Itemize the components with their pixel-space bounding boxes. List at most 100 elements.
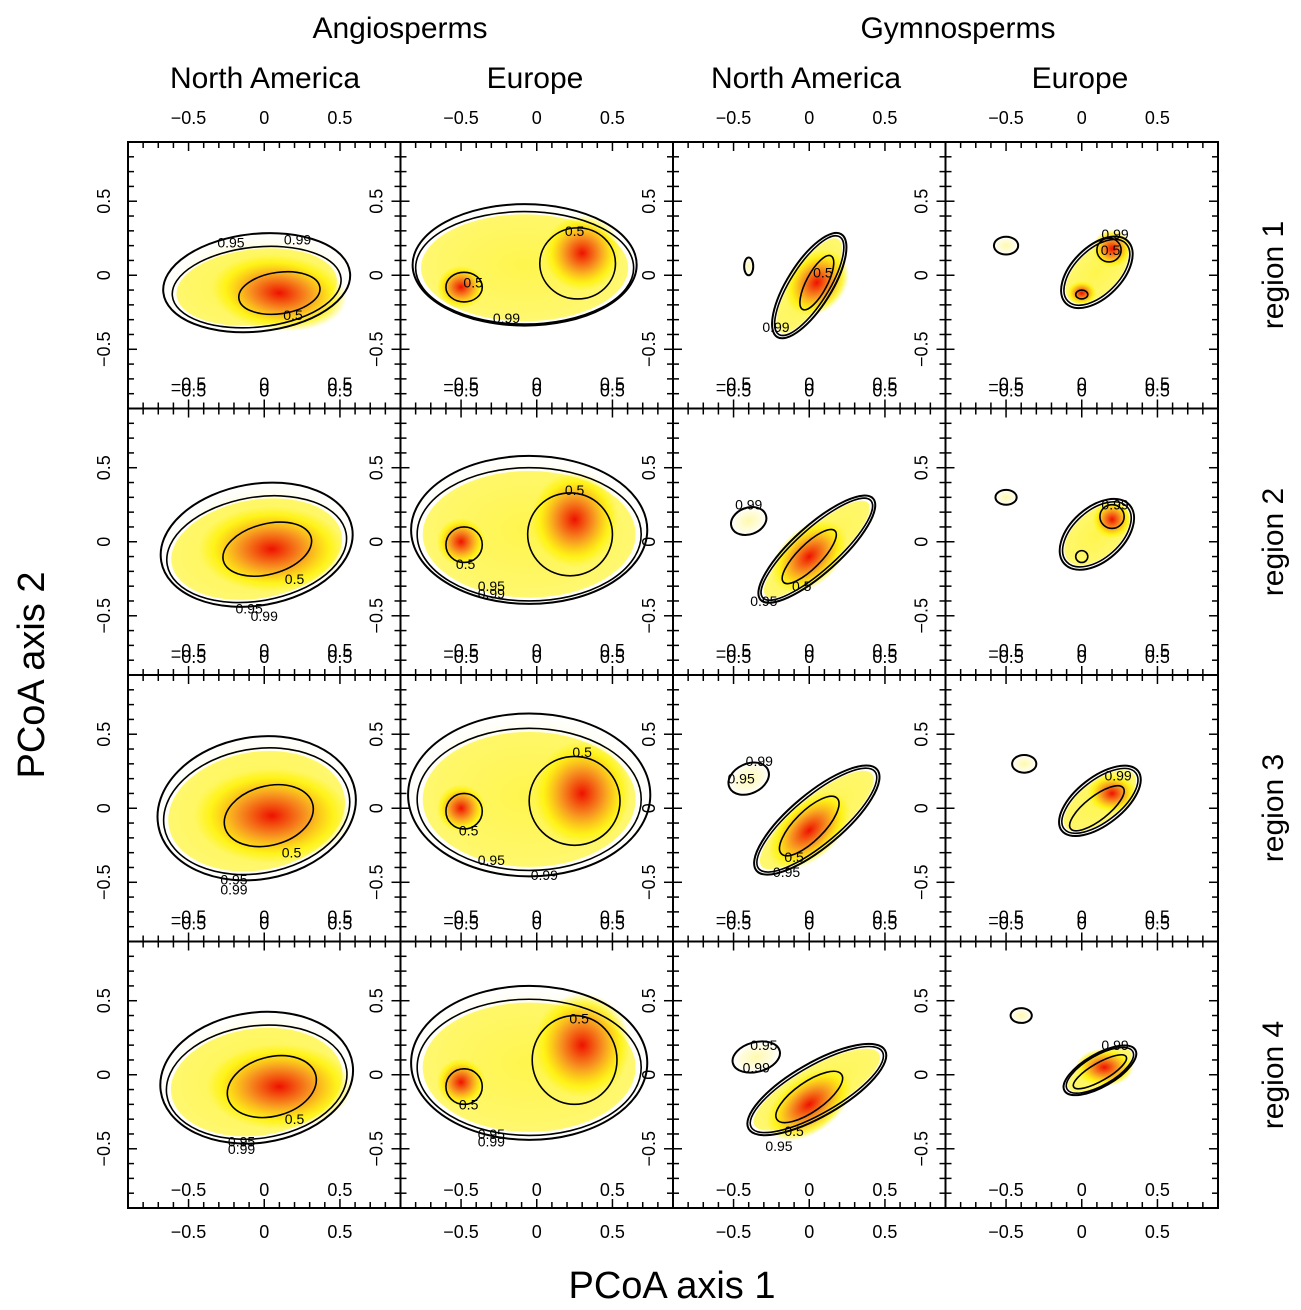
panel-r1-c3: 0.50.99−0.5−0.5−0.50000.50.50.5 <box>639 108 946 409</box>
contour-label: 0.5 <box>813 264 833 280</box>
contour-label: 0.99 <box>746 753 773 769</box>
panel-r4-c4: 0.99−0.5−0.5−0.50000.50.50.5−0.5 0 0.5 <box>912 908 1219 1243</box>
x-tick-label-top: −0.5 <box>443 108 479 128</box>
contour-label: 0.99 <box>478 1133 505 1149</box>
x-tick-label-top: −0.5 <box>716 108 752 128</box>
column-label-4: Europe <box>1032 62 1129 95</box>
contour-label: 0.95 <box>765 1138 792 1154</box>
contour-label: 0.99 <box>1101 497 1128 513</box>
x-tick-label-inner: 0 <box>1077 1180 1087 1200</box>
x-tick-label-top: 0.5 <box>600 641 625 661</box>
y-tick-label: 0 <box>367 270 387 280</box>
x-tick-label-top: 0 <box>532 375 542 395</box>
contour-label: 0.5 <box>285 1111 305 1127</box>
x-tick-label-top: 0.5 <box>327 108 352 128</box>
y-tick-label: −0.5 <box>912 598 932 634</box>
x-tick-label-top: 0 <box>804 375 814 395</box>
column-label-1: North America <box>170 62 360 95</box>
density-core <box>199 507 344 592</box>
y-tick-label: 0.5 <box>639 722 659 747</box>
x-tick-label-top: −0.5 <box>171 641 207 661</box>
y-tick-label: 0.5 <box>639 189 659 214</box>
contour-label: 0.5 <box>565 482 585 498</box>
row-label-1: region 1 <box>1257 221 1290 329</box>
x-tick-label-bottom: 0 <box>259 1222 269 1242</box>
y-tick-label: 0.5 <box>912 988 932 1013</box>
contour-label: 0.5 <box>784 849 804 865</box>
x-tick-label-top: 0.5 <box>600 375 625 395</box>
x-tick-label-top: −0.5 <box>443 375 479 395</box>
density-core <box>534 993 631 1097</box>
y-tick-label: −0.5 <box>639 332 659 368</box>
x-tick-label-top: −0.5 <box>171 108 207 128</box>
y-tick-label: 0.5 <box>912 455 932 480</box>
x-tick-label-inner: 0 <box>804 1180 814 1200</box>
x-tick-label-top: 0 <box>1077 908 1087 928</box>
y-tick-label: 0 <box>94 270 114 280</box>
x-tick-label-bottom: 0.5 <box>1145 1222 1170 1242</box>
y-tick-label: −0.5 <box>912 332 932 368</box>
row-label-3: region 3 <box>1257 754 1290 862</box>
contour-label: 0.95 <box>478 852 505 868</box>
x-tick-label-top: −0.5 <box>443 641 479 661</box>
contour-label: 0.99 <box>743 1059 770 1075</box>
x-tick-label-bottom: 0.5 <box>872 1222 897 1242</box>
y-tick-label: 0.5 <box>912 189 932 214</box>
x-tick-label-top: −0.5 <box>716 375 752 395</box>
contour-label: 0.99 <box>284 232 311 248</box>
contour-label: 0.99 <box>735 497 762 513</box>
contour-label: 0.5 <box>459 1096 479 1112</box>
y-tick-label: 0.5 <box>94 455 114 480</box>
contour-label: 0.99 <box>1101 226 1128 242</box>
panel-r4-c3: 0.950.990.50.95−0.5−0.5−0.50000.50.50.5−… <box>639 908 946 1243</box>
contour-label: 0.5 <box>792 578 812 594</box>
x-tick-label-bottom: −0.5 <box>988 1222 1024 1242</box>
x-axis-title: PCoA axis 1 <box>569 1265 776 1307</box>
x-tick-label-top: 0 <box>1077 108 1087 128</box>
x-tick-label-top: 0 <box>259 108 269 128</box>
y-tick-label: 0 <box>639 1070 659 1080</box>
x-tick-label-inner: −0.5 <box>716 1180 752 1200</box>
column-label-3: North America <box>711 62 901 95</box>
y-tick-label: 0 <box>912 803 932 813</box>
row-label-2: region 2 <box>1257 488 1290 596</box>
panel-grid: 0.95 0.99 0.5 −0.5 −0.5 −0.5 0 0 0 0.5 0.5 0.5 0.5 0.… <box>94 108 1218 1242</box>
contour-label: 0.99 <box>1101 1037 1128 1053</box>
x-tick-label-bottom: 0 <box>1077 1222 1087 1242</box>
y-tick-label: 0.5 <box>367 189 387 214</box>
x-tick-label-top: 0.5 <box>1145 908 1170 928</box>
panel-r3-c2: 0.50.50.950.99−0.5−0.5−0.50000.50.50.5 <box>367 641 674 942</box>
y-tick-label: 0.5 <box>367 455 387 480</box>
x-tick-label-inner: −0.5 <box>443 1180 479 1200</box>
x-tick-label-top: 0.5 <box>1145 641 1170 661</box>
y-tick-label: 0 <box>94 803 114 813</box>
row-label-4: region 4 <box>1257 1021 1290 1129</box>
x-tick-label-inner: 0.5 <box>327 1180 352 1200</box>
y-tick-label: 0.5 <box>94 189 114 214</box>
group-label-gymnosperms: Gymnosperms <box>860 12 1055 45</box>
y-tick-label: −0.5 <box>912 865 932 901</box>
x-tick-label-inner: 0.5 <box>872 1180 897 1200</box>
y-tick-label: 0 <box>912 270 932 280</box>
contour-label: 0.95 <box>217 235 244 251</box>
x-tick-label-inner: −0.5 <box>988 1180 1024 1200</box>
y-tick-label: −0.5 <box>639 598 659 634</box>
y-tick-label: −0.5 <box>367 865 387 901</box>
y-tick-label: 0 <box>639 270 659 280</box>
y-tick-label: 0.5 <box>639 455 659 480</box>
x-tick-label-top: 0.5 <box>600 108 625 128</box>
x-tick-label-top: 0.5 <box>872 908 897 928</box>
y-tick-label: 0.5 <box>94 988 114 1013</box>
contour-label: 0.5 <box>463 275 483 291</box>
contour-label: 0.5 <box>572 744 592 760</box>
x-tick-label-inner: −0.5 <box>171 1180 207 1200</box>
x-tick-label-top: 0.5 <box>327 375 352 395</box>
x-tick-label-top: 0 <box>532 641 542 661</box>
contour-label: 0.5 <box>569 1010 589 1026</box>
contour-label: 0.5 <box>285 571 305 587</box>
